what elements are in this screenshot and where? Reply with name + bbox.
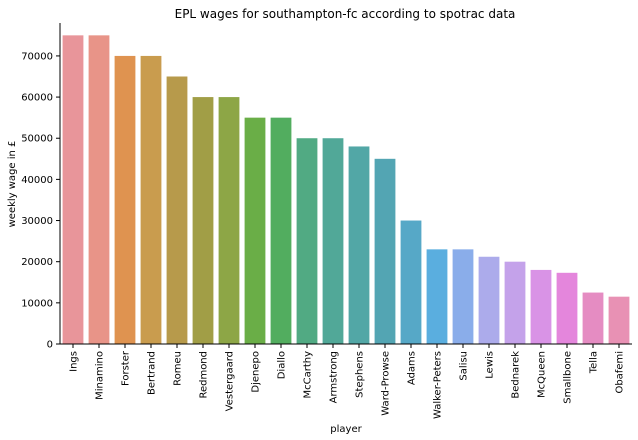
bar-smallbone xyxy=(556,272,578,344)
bar-redmond xyxy=(192,97,214,344)
x-tick-label: Diallo xyxy=(277,351,288,379)
bar-obafemi xyxy=(608,296,630,344)
bar-diallo xyxy=(270,117,292,345)
bar-mcqueen xyxy=(530,269,552,344)
x-tick-label: Redmond xyxy=(199,351,210,399)
y-tick-label: 0 xyxy=(47,340,53,351)
y-tick-label: 40000 xyxy=(21,175,53,186)
x-tick-label: McQueen xyxy=(537,351,548,398)
bar-stephens xyxy=(348,146,370,344)
bar-ward-prowse xyxy=(374,158,396,344)
y-tick-label: 60000 xyxy=(21,93,53,104)
bar-tella xyxy=(582,292,604,344)
x-tick-label: Bednarek xyxy=(511,351,522,399)
x-tick-label: Ings xyxy=(69,351,80,372)
x-tick-label: Ward-Prowse xyxy=(381,351,392,416)
x-tick-label: Minamino xyxy=(95,351,106,400)
x-axis-title: player xyxy=(330,424,362,435)
x-tick-label: Romeu xyxy=(173,351,184,386)
y-tick-label: 50000 xyxy=(21,134,53,145)
x-tick-label: Djenepo xyxy=(251,351,262,393)
bar-romeu xyxy=(166,76,188,344)
y-tick-label: 70000 xyxy=(21,51,53,62)
x-tick-label: Tella xyxy=(589,351,600,374)
x-tick-label: Armstrong xyxy=(329,351,340,403)
x-tick-label: Adams xyxy=(407,351,418,385)
y-axis-title: weekly wage in £ xyxy=(7,141,18,228)
bar-adams xyxy=(400,220,422,344)
bar-salisu xyxy=(452,249,474,344)
x-axis: Ings Minamino Forster Bertrand Romeu Redmond V… xyxy=(60,343,632,419)
x-tick-label: Smallbone xyxy=(563,351,574,404)
y-tick-label: 20000 xyxy=(21,257,53,268)
x-tick-label: Lewis xyxy=(485,351,496,379)
x-tick-label: Walker-Peters xyxy=(433,351,444,419)
bar-bertrand xyxy=(140,55,162,345)
y-axis: 0 10000 20000 30000 40000 50000 60000 70000 xyxy=(21,23,61,351)
bar-armstrong xyxy=(322,138,344,344)
bars-group xyxy=(62,35,630,345)
x-tick-label: Vestergaard xyxy=(225,351,236,411)
bar-lewis xyxy=(478,256,500,344)
bar-vestergaard xyxy=(218,97,240,344)
x-tick-label: Stephens xyxy=(355,351,366,398)
y-tick-label: 10000 xyxy=(21,298,53,309)
x-tick-label: Bertrand xyxy=(147,351,158,395)
x-tick-label: Forster xyxy=(121,350,132,386)
bar-djenepo xyxy=(244,117,266,345)
bar-minamino xyxy=(88,35,110,344)
x-tick-label: McCarthy xyxy=(303,351,314,399)
x-tick-label: Salisu xyxy=(459,351,470,381)
chart-title: EPL wages for southampton-fc according t… xyxy=(175,7,516,21)
bar-forster xyxy=(114,55,136,345)
x-tick-label: Obafemi xyxy=(615,351,626,394)
bar-mccarthy xyxy=(296,138,318,344)
bar-bednarek xyxy=(504,261,526,344)
y-tick-label: 30000 xyxy=(21,216,53,227)
bar-walker-peters xyxy=(426,249,448,344)
bar-ings xyxy=(62,35,84,344)
